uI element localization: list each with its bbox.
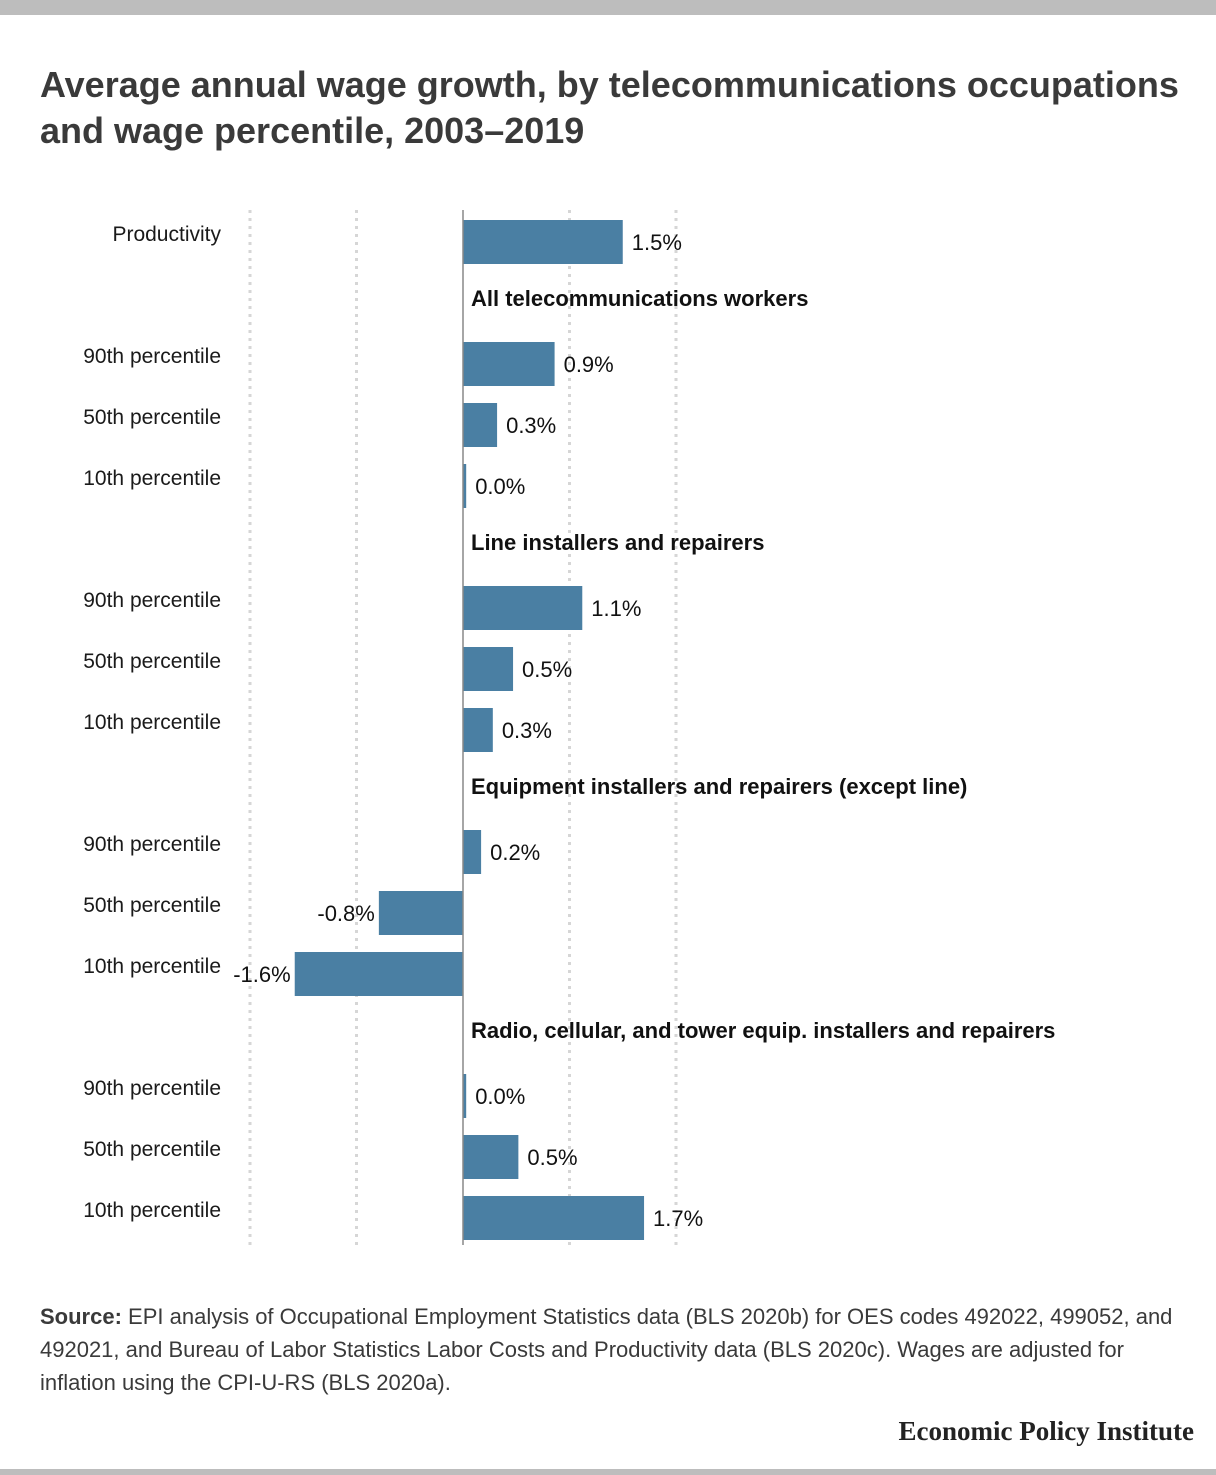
top-rule <box>0 0 1216 15</box>
data-label: 0.2% <box>490 840 540 865</box>
bar <box>463 586 583 630</box>
group-header: Equipment installers and repairers (exce… <box>471 774 967 799</box>
data-label: -1.6% <box>233 962 290 987</box>
group-header: Radio, cellular, and tower equip. instal… <box>471 1018 1055 1043</box>
bar <box>463 220 623 264</box>
category-label: 90th percentile <box>83 589 221 612</box>
category-label: 10th percentile <box>83 467 221 490</box>
category-label: 50th percentile <box>83 650 221 673</box>
data-label: -0.8% <box>317 901 374 926</box>
bar <box>463 1135 519 1179</box>
bar <box>463 403 498 447</box>
category-label: 90th percentile <box>83 1077 221 1100</box>
bar <box>463 1074 467 1118</box>
bar-chart: Productivity 1.5% All telecommunications w… <box>83 210 1055 1245</box>
group-header: Line installers and repairers <box>471 530 764 555</box>
category-label: 50th percentile <box>83 406 221 429</box>
source-text: EPI analysis of Occupational Employment … <box>40 1304 1173 1395</box>
epi-logo: Economic Policy Institute <box>898 1416 1194 1446</box>
data-label: 1.7% <box>653 1206 703 1231</box>
data-label: 1.5% <box>632 230 682 255</box>
category-label: 10th percentile <box>83 711 221 734</box>
data-label: 0.5% <box>527 1145 577 1170</box>
bottom-rule <box>0 1469 1216 1475</box>
category-label: 10th percentile <box>83 955 221 978</box>
data-label: 1.1% <box>591 596 641 621</box>
chart-title: Average annual wage growth, by telecommu… <box>40 64 1179 151</box>
category-label: Productivity <box>112 223 221 246</box>
category-label: 90th percentile <box>83 833 221 856</box>
category-label: 50th percentile <box>83 894 221 917</box>
data-label: 0.3% <box>506 413 556 438</box>
bar <box>463 647 514 691</box>
bar <box>463 1196 645 1240</box>
data-label: 0.3% <box>502 718 552 743</box>
data-label: 0.0% <box>475 474 525 499</box>
bar <box>294 952 463 996</box>
bar <box>463 830 482 874</box>
bar <box>463 464 467 508</box>
category-label: 50th percentile <box>83 1138 221 1161</box>
group-header: All telecommunications workers <box>471 286 808 311</box>
bar <box>463 342 555 386</box>
data-label: 0.9% <box>564 352 614 377</box>
data-label: 0.0% <box>475 1084 525 1109</box>
source-label: Source: <box>40 1304 122 1329</box>
data-label: 0.5% <box>522 657 572 682</box>
category-label: 10th percentile <box>83 1199 221 1222</box>
bar <box>378 891 463 935</box>
bar <box>463 708 493 752</box>
category-label: 90th percentile <box>83 345 221 368</box>
source-note: Source: EPI analysis of Occupational Emp… <box>40 1300 1190 1399</box>
chart-rows: Productivity 1.5% All telecommunications w… <box>83 220 1055 1240</box>
